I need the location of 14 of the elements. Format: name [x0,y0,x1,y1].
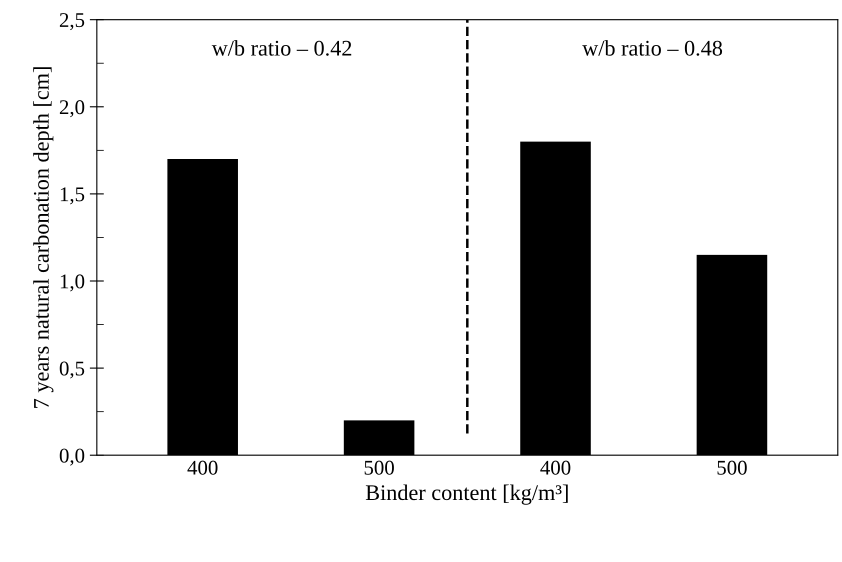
y-tick-label: 1,5 [60,187,84,204]
x-tick-label: 500 [718,460,747,475]
y-tick-label: 0,0 [60,448,84,466]
x-tick-label: 400 [540,460,570,475]
y-axis-title: 7 years natural carbonation depth [cm] [33,67,54,408]
x-axis-title: Binder content [kg/m³] [366,484,568,505]
y-tick-label: 2,5 [60,13,84,30]
y-tick-label: 2,0 [60,100,84,118]
x-tick-label: 400 [187,460,218,475]
x-tick-label: 500 [364,460,394,475]
y-tick-label: 0,5 [60,361,84,379]
annotation: w/b ratio – 0.48 [582,40,722,56]
annotation: w/b ratio – 0.42 [212,40,352,56]
y-tick-label: 1,0 [60,274,84,292]
